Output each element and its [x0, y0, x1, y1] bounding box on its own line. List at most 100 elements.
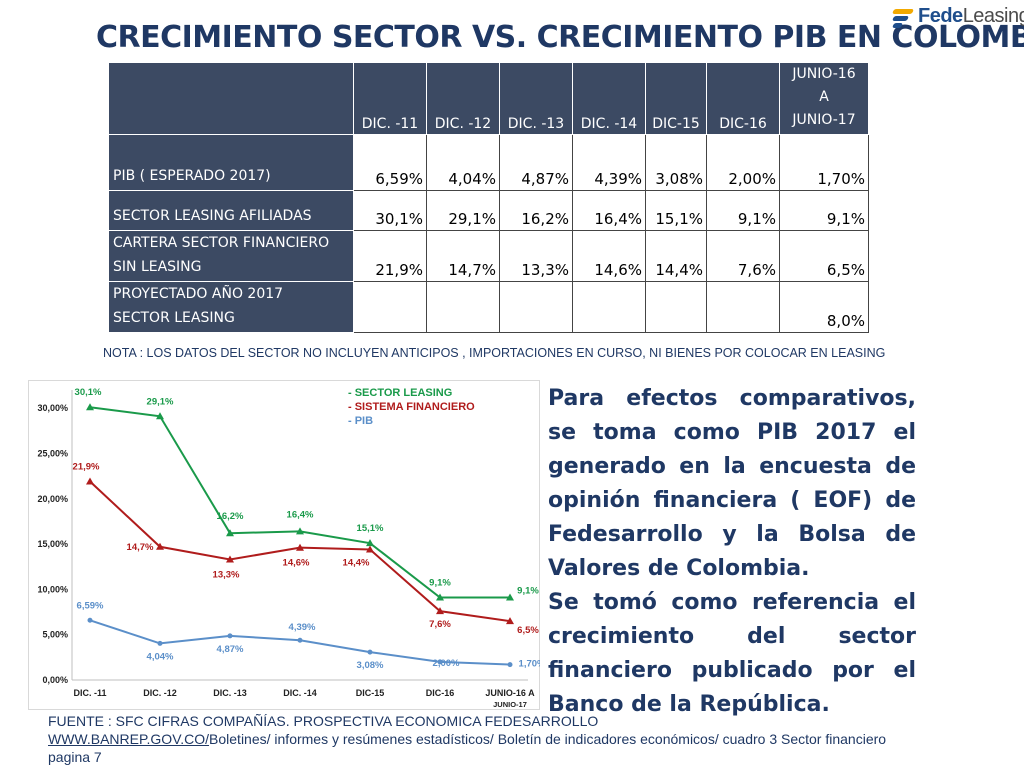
- data-point: [87, 617, 93, 623]
- growth-chart-svg: 0,00% 5,00% 10,00% 15,00% 20,00% 25,00% 30,00%…: [28, 380, 546, 710]
- table-header: DIC. -12: [426, 62, 500, 135]
- explanation-paragraph-2: Se tomó como referencia el crecimiento d…: [548, 590, 916, 717]
- data-point: [156, 542, 164, 550]
- explanation-text: Para efectos comparativos, se toma como …: [548, 382, 916, 722]
- source-footer: FUENTE : SFC CIFRAS COMPAÑÍAS. PROSPECTI…: [48, 712, 1018, 766]
- table-header: DIC. -11: [353, 62, 427, 135]
- x-tick-label: DIC. -13: [213, 688, 247, 698]
- table-cell: 29,1%: [426, 190, 500, 231]
- x-tick-label: DIC-16: [426, 688, 455, 698]
- table-cell: 14,7%: [426, 230, 500, 282]
- table-cell: 14,4%: [645, 230, 707, 282]
- data-point: [156, 412, 164, 420]
- data-point: [86, 403, 94, 411]
- table-cell: 16,4%: [572, 190, 646, 231]
- table-header: DIC. -14: [572, 62, 646, 135]
- data-point: [157, 640, 163, 646]
- table-row: PROYECTADO AÑO 2017 SECTOR LEASING 8,0%: [108, 281, 869, 333]
- data-label: 4,04%: [147, 651, 174, 662]
- data-point: [366, 539, 374, 547]
- table-cell: 2,00%: [706, 134, 780, 191]
- growth-table: DIC. -11 DIC. -12 DIC. -13 DIC. -14 DIC-…: [108, 62, 869, 333]
- source-line-2-text: Boletines/ informes y resúmenes estadíst…: [209, 731, 887, 747]
- table-cell: 21,9%: [353, 230, 427, 282]
- data-label: 16,4%: [287, 509, 314, 520]
- row-label: PIB ( ESPERADO 2017): [108, 134, 354, 191]
- data-point: [366, 545, 374, 553]
- table-row: SECTOR LEASING AFILIADAS 30,1% 29,1% 16,…: [108, 190, 869, 231]
- table-cell: 30,1%: [353, 190, 427, 231]
- source-line-1: FUENTE : SFC CIFRAS COMPAÑÍAS. PROSPECTI…: [48, 713, 599, 729]
- table-header-last: JUNIO-16 A JUNIO-17: [779, 62, 869, 135]
- data-point: [226, 555, 234, 563]
- table-header: DIC. -13: [499, 62, 573, 135]
- table-cell: 15,1%: [645, 190, 707, 231]
- y-tick-label: 20,00%: [37, 494, 68, 504]
- x-tick-label: DIC. -14: [283, 688, 317, 698]
- table-cell: 9,1%: [706, 190, 780, 231]
- banrep-link[interactable]: WWW.BANREP.GOV.CO/: [48, 731, 210, 747]
- data-label: 4,39%: [289, 622, 316, 633]
- data-point: [507, 662, 513, 668]
- data-label: 3,08%: [357, 660, 384, 671]
- data-point: [437, 659, 443, 665]
- data-point: [436, 607, 444, 615]
- table-row: CARTERA SECTOR FINANCIERO SIN LEASING 21,…: [108, 230, 869, 282]
- data-label: 9,1%: [517, 586, 539, 597]
- chart-frame: [28, 380, 540, 710]
- data-label: 16,2%: [217, 511, 244, 522]
- x-tick-label: JUNIO-17: [493, 700, 527, 709]
- table-cell: 4,04%: [426, 134, 500, 191]
- logo-text-part1: Fede: [918, 5, 963, 27]
- y-tick-label: 30,00%: [37, 403, 68, 413]
- fedeleasing-logo-icon: [891, 7, 915, 28]
- legend-entry: - SISTEMA FINANCIERO: [348, 401, 475, 413]
- data-label: 2,00%: [433, 658, 460, 669]
- x-tick-label: JUNIO-16 A: [485, 688, 535, 698]
- table-header-corner: [108, 62, 354, 135]
- data-point: [296, 543, 304, 551]
- table-cell: [426, 281, 500, 333]
- y-tick-label: 25,00%: [37, 448, 68, 458]
- data-label: 9,1%: [429, 578, 451, 589]
- logo-text-part2: Leasing: [962, 5, 1024, 27]
- table-header: DIC-15: [645, 62, 707, 135]
- data-label: 4,87%: [217, 644, 244, 655]
- table-cell: 7,6%: [706, 230, 780, 282]
- table-note: NOTA : LOS DATOS DEL SECTOR NO INCLUYEN …: [103, 346, 886, 360]
- data-label: 21,9%: [73, 462, 100, 473]
- source-line-2: WWW.BANREP.GOV.CO/Boletines/ informes y …: [48, 730, 1018, 748]
- data-label: 14,4%: [343, 558, 370, 569]
- table-cell: [645, 281, 707, 333]
- data-label: 1,70%: [519, 659, 540, 670]
- table-row: PIB ( ESPERADO 2017) 6,59% 4,04% 4,87% 4…: [108, 134, 869, 191]
- y-tick-label: 0,00%: [42, 675, 68, 685]
- data-point: [506, 593, 514, 601]
- row-label-line: CARTERA SECTOR FINANCIERO: [113, 235, 330, 251]
- source-line-3: pagina 7: [48, 749, 102, 765]
- data-label: 14,6%: [283, 558, 310, 569]
- data-label: 29,1%: [147, 396, 174, 407]
- header-line: JUNIO-16: [792, 66, 856, 82]
- data-point: [367, 649, 373, 655]
- data-point: [506, 617, 514, 625]
- table-cell: 3,08%: [645, 134, 707, 191]
- data-label: 7,6%: [429, 619, 451, 630]
- data-label: 6,59%: [77, 600, 104, 611]
- header-line: JUNIO-17: [792, 112, 856, 128]
- table-cell: 14,6%: [572, 230, 646, 282]
- table-cell: 6,59%: [353, 134, 427, 191]
- table-cell: [706, 281, 780, 333]
- data-label: 13,3%: [213, 569, 240, 580]
- data-point: [296, 527, 304, 535]
- y-tick-label: 10,00%: [37, 584, 68, 594]
- data-point: [226, 529, 234, 537]
- page-title: CRECIMIENTO SECTOR VS. CRECIMIENTO PIB E…: [96, 20, 1024, 55]
- row-label-line: PROYECTADO AÑO 2017: [113, 286, 284, 302]
- header-line: A: [819, 89, 829, 105]
- table-cell: 9,1%: [779, 190, 869, 231]
- row-label-line: SECTOR LEASING: [113, 310, 235, 326]
- table-header: DIC-16: [706, 62, 780, 135]
- data-label: 30,1%: [75, 387, 102, 398]
- table-cell: 16,2%: [499, 190, 573, 231]
